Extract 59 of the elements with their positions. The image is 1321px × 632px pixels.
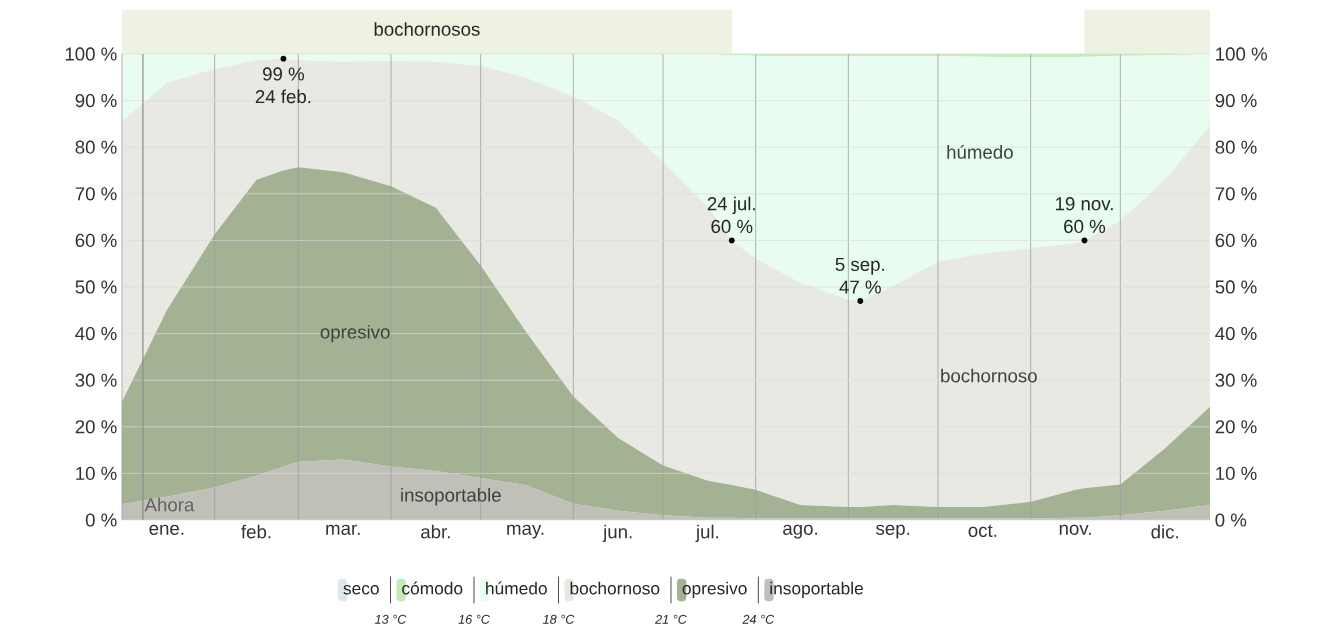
x-tick-label: oct. (968, 524, 997, 537)
y-tick-label: 20 % (75, 420, 117, 434)
annotation: 24 feb. (255, 89, 311, 104)
y-tick-label: 90 % (75, 93, 117, 108)
y-tick-label: 10 % (76, 466, 117, 481)
y2-tick-label: 50 % (1215, 280, 1257, 294)
annotation: 5 sep. (835, 257, 884, 275)
x-tick-label: abr. (421, 524, 450, 539)
x-tick-label: ago. (783, 524, 817, 539)
text: 21 °C (654, 614, 687, 624)
y-tick-label: 0 % (85, 513, 117, 527)
annotation: 60 % (711, 219, 753, 234)
y-tick-label: 80 % (75, 140, 117, 154)
text: opresivo (320, 324, 390, 343)
x-tick-label: jun. (602, 524, 632, 543)
y2-tick-label: 80 % (1215, 140, 1257, 154)
legend-label: bochornoso (570, 581, 660, 595)
y-tick-label: 100 % (65, 47, 117, 61)
annotation: 24 jul. (707, 196, 755, 215)
legend-label: cómodo (402, 581, 463, 595)
y2-tick-label: 0 % (1215, 513, 1247, 527)
y-tick-label: 30 % (75, 373, 117, 387)
legend-label: insoportable (770, 581, 863, 598)
band-label: bochornosos (374, 22, 480, 36)
y-tick-label: 40 % (75, 326, 117, 341)
text: 13 °C (374, 614, 407, 624)
x-tick-label: may. (507, 524, 544, 539)
x-tick-label: jul. (695, 524, 719, 543)
y2-tick-label: 20 % (1215, 420, 1257, 434)
y2-tick-label: 90 % (1215, 93, 1257, 108)
legend-label: seco (343, 585, 379, 595)
annotation: 47 % (839, 280, 881, 294)
x-tick-label: nov. (1059, 524, 1091, 535)
text: bochornoso (941, 368, 1037, 383)
ref-line-label: Ahora (144, 497, 195, 512)
text: 16 °C (458, 614, 490, 624)
text: 24 °C (742, 614, 775, 624)
x-tick-label: dic. (1151, 524, 1178, 539)
y2-tick-label: 100 % (1216, 47, 1267, 61)
y-tick-label: 60 % (75, 233, 117, 248)
x-tick-label: ene. (149, 524, 184, 535)
x-tick-label: sep. (876, 524, 910, 539)
text: húmedo (947, 144, 1013, 159)
y2-tick-label: 60 % (1215, 233, 1257, 248)
legend-label: opresivo (682, 581, 747, 598)
legend-label: húmedo (486, 581, 547, 595)
y2-tick-label: 30 % (1215, 373, 1257, 387)
x-tick-label: mar. (326, 524, 360, 535)
y2-tick-label: 40 % (1215, 326, 1257, 341)
text: insoportable (401, 488, 501, 506)
y-tick-label: 50 % (75, 280, 117, 294)
annotation: 99 % (263, 67, 304, 81)
annotation: 19 nov. (1055, 197, 1113, 211)
text: 18 °C (542, 614, 575, 624)
annotation: 60 % (1064, 219, 1106, 234)
x-tick-label: feb. (241, 524, 271, 539)
y2-tick-label: 70 % (1215, 187, 1257, 201)
y-tick-label: 70 % (75, 187, 117, 201)
y2-tick-label: 10 % (1216, 466, 1257, 481)
